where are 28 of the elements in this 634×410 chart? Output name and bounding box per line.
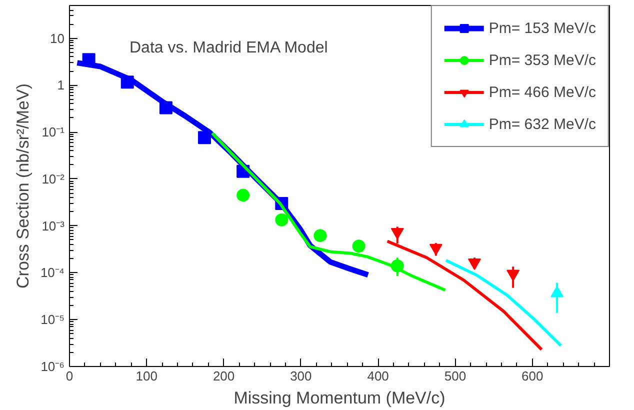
- point: [352, 240, 366, 253]
- legend-label: Pm= 153 MeV/c: [488, 20, 596, 36]
- x-tick-label: 200: [212, 368, 235, 384]
- point: [314, 229, 327, 242]
- legend-label: Pm= 353 MeV/c: [488, 52, 596, 68]
- y-tick-label: 10⁻¹: [42, 124, 66, 140]
- x-tick-label: 400: [367, 368, 389, 384]
- point: [236, 188, 250, 202]
- legend-label: Pm= 632 MeV/c: [488, 116, 596, 132]
- x-tick-label: 600: [522, 368, 544, 384]
- annotation: Data vs. Madrid EMA Model: [130, 40, 328, 56]
- y-tick-label: 10⁻⁴: [40, 265, 64, 280]
- y-tick-label: 10⁻⁶: [40, 359, 64, 374]
- x-tick-label: 500: [444, 368, 466, 384]
- x-axis-title: Missing Momentum (MeV/c): [234, 388, 446, 408]
- y-axis-title: Cross Section (nb/sr²/MeV): [13, 84, 32, 288]
- y-tick-label: 1: [57, 78, 65, 93]
- x-tick-label: 100: [136, 368, 158, 384]
- y-tick-label: 10⁻³: [42, 218, 66, 234]
- line-series: [444, 258, 562, 348]
- line-series: [210, 132, 447, 292]
- x-tick-label: 0: [66, 368, 74, 384]
- y-tick-label: 10⁻⁵: [40, 312, 65, 328]
- x-tick-label: 300: [290, 368, 312, 384]
- y-tick-label: 10⁻²: [42, 171, 66, 186]
- point: [275, 213, 288, 226]
- y-tick-label: 10: [50, 30, 65, 46]
- legend-label: Pm= 466 MeV/c: [488, 84, 596, 100]
